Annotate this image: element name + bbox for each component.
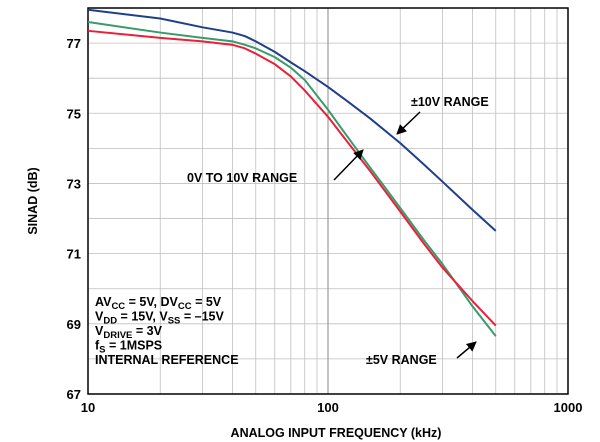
annotation-arrow <box>456 341 477 359</box>
condition-line: fS = 1MSPS <box>95 339 162 356</box>
series-line <box>87 29 497 327</box>
x-tick-label: 100 <box>317 400 339 415</box>
condition-line: INTERNAL REFERENCE <box>95 353 239 367</box>
data-series <box>87 8 497 337</box>
annotation-arrow <box>333 149 364 181</box>
tick-labels: 67 69 71 73 75 77 10 100 1000 <box>67 36 583 415</box>
annotation-label: ±10V RANGE <box>411 95 489 109</box>
x-tick-label: 10 <box>81 400 95 415</box>
annotations: ±10V RANGE 0V TO 10V RANGE ±5V RANGE <box>187 95 489 367</box>
grid-lines <box>88 8 568 394</box>
condition-line: VDD = 15V, VSS = –15V <box>95 310 224 327</box>
y-axis-label: SINAD (dB) <box>26 167 40 234</box>
annotation-label: 0V TO 10V RANGE <box>187 171 297 185</box>
series-line <box>87 21 497 337</box>
x-tick-label: 1000 <box>554 400 583 415</box>
y-tick-label: 67 <box>67 387 81 402</box>
condition-line: AVCC = 5V, DVCC = 5V <box>95 295 222 312</box>
x-axis-label: ANALOG INPUT FREQUENCY (kHz) <box>231 426 442 440</box>
y-tick-label: 75 <box>67 106 81 121</box>
condition-line: VDRIVE = 3V <box>95 324 163 341</box>
plot-frame <box>87 7 569 395</box>
series-line <box>87 8 497 232</box>
y-tick-label: 69 <box>67 317 81 332</box>
annotation-label: ±5V RANGE <box>366 353 437 367</box>
y-tick-label: 77 <box>67 36 81 51</box>
y-tick-label: 73 <box>67 176 81 191</box>
annotation-arrow <box>396 111 421 135</box>
y-tick-label: 71 <box>67 247 81 262</box>
